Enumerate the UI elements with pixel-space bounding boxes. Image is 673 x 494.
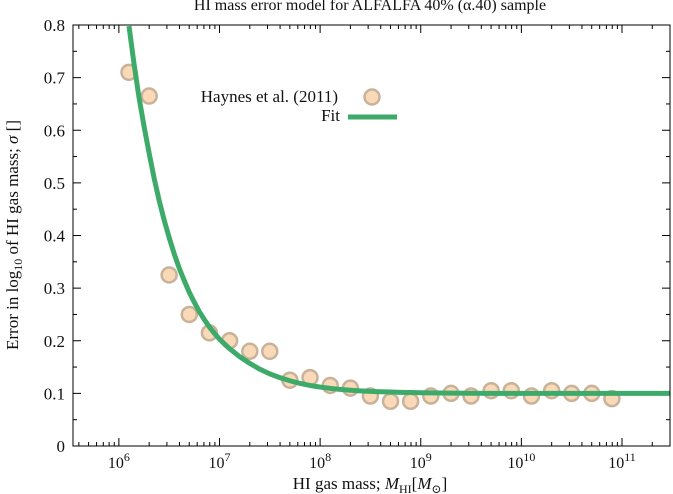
data-point	[502, 381, 521, 400]
data-point	[261, 342, 279, 361]
y-tick-label: 0.1	[44, 384, 65, 403]
x-tick-label: 107	[208, 450, 230, 472]
legend-label-fit: Fit	[321, 106, 340, 125]
legend-marker-haynes	[363, 88, 381, 106]
y-tick-label: 0.2	[44, 332, 65, 351]
data-point	[542, 381, 561, 400]
x-axis-label: HI gas mass; MHI[M⊙]	[293, 474, 448, 494]
y-axis-label: Error in log10 of HI gas mass; σ []	[3, 120, 25, 350]
plot-frame	[72, 24, 671, 447]
data-point	[381, 392, 400, 411]
y-tick-label: 0.6	[44, 121, 65, 140]
y-tick-label: 0.3	[44, 279, 65, 298]
x-tick-label: 109	[410, 450, 432, 472]
y-tick-label: 0.5	[44, 174, 65, 193]
x-tick-label: 1010	[507, 450, 535, 472]
chart-title: HI mass error model for ALFALFA 40% (α.4…	[194, 0, 546, 14]
x-tick-label: 106	[108, 450, 130, 472]
data-point	[522, 387, 541, 405]
data-point	[140, 87, 158, 105]
x-tick-labels: 106 107 108 109 1010 1011	[108, 450, 636, 472]
y-tick-label: 0.4	[44, 227, 66, 246]
legend-label-haynes: Haynes et al. (2011)	[201, 87, 338, 106]
axis-ticks	[73, 24, 671, 447]
data-point	[482, 381, 500, 400]
x-tick-label: 108	[309, 450, 331, 472]
y-tick-labels: 0 0.1 0.2 0.3 0.4 0.5 0.6 0.7 0.8	[44, 16, 66, 456]
y-tick-label: 0.8	[44, 16, 65, 35]
data-point	[401, 392, 420, 411]
fit-line	[126, 25, 670, 396]
x-tick-label: 1011	[608, 450, 636, 472]
y-tick-label: 0	[57, 437, 66, 456]
data-point	[160, 266, 178, 284]
data-point	[180, 305, 199, 324]
legend: Haynes et al. (2011) Fit	[201, 87, 397, 125]
y-tick-label: 0.7	[44, 69, 66, 88]
data-point	[241, 342, 259, 361]
